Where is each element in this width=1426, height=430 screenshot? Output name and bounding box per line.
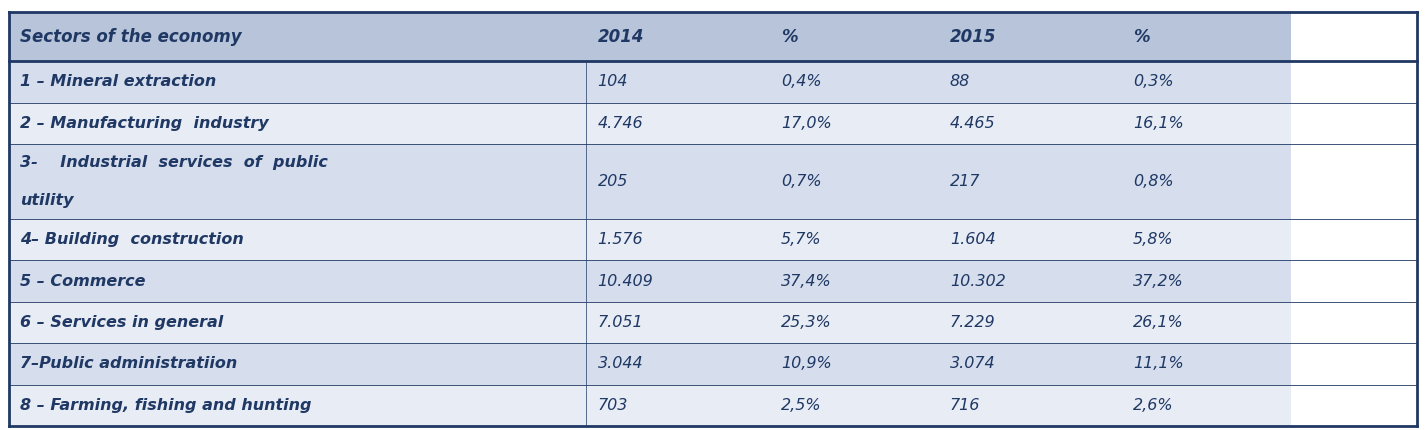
Bar xyxy=(938,12,1122,61)
Text: 3.074: 3.074 xyxy=(950,356,995,372)
Text: 5,8%: 5,8% xyxy=(1134,232,1174,247)
Text: 1 – Mineral extraction: 1 – Mineral extraction xyxy=(20,74,217,89)
Bar xyxy=(9,144,586,219)
Bar xyxy=(586,12,770,61)
Bar xyxy=(586,103,770,144)
Bar xyxy=(586,343,770,384)
Bar xyxy=(770,384,938,426)
Text: 5,7%: 5,7% xyxy=(781,232,821,247)
Text: 217: 217 xyxy=(950,174,980,189)
Bar xyxy=(770,343,938,384)
Text: 26,1%: 26,1% xyxy=(1134,315,1184,330)
Text: 11,1%: 11,1% xyxy=(1134,356,1184,372)
Text: 10.409: 10.409 xyxy=(597,273,653,289)
Bar xyxy=(938,302,1122,343)
Text: 0,7%: 0,7% xyxy=(781,174,821,189)
Bar xyxy=(9,384,586,426)
Text: 8 – Farming, fishing and hunting: 8 – Farming, fishing and hunting xyxy=(20,398,311,413)
Text: 104: 104 xyxy=(597,74,627,89)
Text: 88: 88 xyxy=(950,74,970,89)
Bar xyxy=(770,12,938,61)
Text: 10,9%: 10,9% xyxy=(781,356,831,372)
Text: 17,0%: 17,0% xyxy=(781,116,831,131)
Bar xyxy=(1122,384,1291,426)
Text: 1.604: 1.604 xyxy=(950,232,995,247)
Bar xyxy=(9,343,586,384)
Text: 703: 703 xyxy=(597,398,627,413)
Text: 37,4%: 37,4% xyxy=(781,273,831,289)
Bar xyxy=(9,61,586,103)
Bar xyxy=(938,144,1122,219)
Bar xyxy=(938,260,1122,302)
Bar xyxy=(1122,61,1291,103)
Text: 2014: 2014 xyxy=(597,28,645,46)
Text: 716: 716 xyxy=(950,398,980,413)
Bar xyxy=(9,302,586,343)
Text: 6 – Services in general: 6 – Services in general xyxy=(20,315,222,330)
Bar xyxy=(586,144,770,219)
Bar xyxy=(586,384,770,426)
Text: 4– Building  construction: 4– Building construction xyxy=(20,232,244,247)
Text: 7.229: 7.229 xyxy=(950,315,995,330)
Text: 10.302: 10.302 xyxy=(950,273,1005,289)
Text: 0,3%: 0,3% xyxy=(1134,74,1174,89)
Text: 1.576: 1.576 xyxy=(597,232,643,247)
Bar xyxy=(770,219,938,260)
Text: 4.746: 4.746 xyxy=(597,116,643,131)
Bar xyxy=(1122,343,1291,384)
Bar xyxy=(938,219,1122,260)
Bar xyxy=(1122,219,1291,260)
Bar xyxy=(1122,12,1291,61)
Bar xyxy=(1122,144,1291,219)
Text: 0,4%: 0,4% xyxy=(781,74,821,89)
Text: 16,1%: 16,1% xyxy=(1134,116,1184,131)
Text: 5 – Commerce: 5 – Commerce xyxy=(20,273,145,289)
Text: 0,8%: 0,8% xyxy=(1134,174,1174,189)
Text: utility: utility xyxy=(20,193,73,208)
Bar xyxy=(1122,103,1291,144)
Text: 7.051: 7.051 xyxy=(597,315,643,330)
Bar xyxy=(938,343,1122,384)
Bar xyxy=(586,302,770,343)
Bar xyxy=(770,61,938,103)
Bar xyxy=(1122,260,1291,302)
Bar xyxy=(586,260,770,302)
Bar xyxy=(938,103,1122,144)
Text: %: % xyxy=(1134,28,1149,46)
Bar xyxy=(938,61,1122,103)
Bar xyxy=(770,302,938,343)
Text: 3.044: 3.044 xyxy=(597,356,643,372)
Text: 3-    Industrial  services  of  public: 3- Industrial services of public xyxy=(20,155,328,170)
Bar xyxy=(9,12,586,61)
Text: %: % xyxy=(781,28,797,46)
Bar xyxy=(586,219,770,260)
Text: 4.465: 4.465 xyxy=(950,116,995,131)
Bar xyxy=(770,144,938,219)
Text: Sectors of the economy: Sectors of the economy xyxy=(20,28,241,46)
Bar xyxy=(9,260,586,302)
Text: 2 – Manufacturing  industry: 2 – Manufacturing industry xyxy=(20,116,268,131)
Text: 205: 205 xyxy=(597,174,627,189)
Text: 2,6%: 2,6% xyxy=(1134,398,1174,413)
Text: 2015: 2015 xyxy=(950,28,997,46)
Bar xyxy=(938,384,1122,426)
Bar xyxy=(9,219,586,260)
Bar xyxy=(770,103,938,144)
Text: 25,3%: 25,3% xyxy=(781,315,831,330)
Text: 7–Public administratiion: 7–Public administratiion xyxy=(20,356,237,372)
Bar xyxy=(586,61,770,103)
Text: 37,2%: 37,2% xyxy=(1134,273,1184,289)
Text: 2,5%: 2,5% xyxy=(781,398,821,413)
Bar xyxy=(9,103,586,144)
Bar xyxy=(770,260,938,302)
Bar xyxy=(1122,302,1291,343)
